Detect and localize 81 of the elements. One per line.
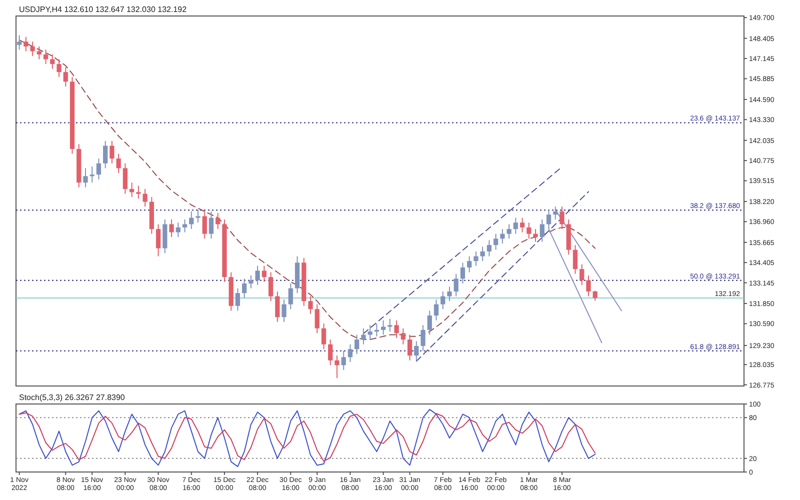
candlestick: [474, 250, 478, 266]
candlestick: [248, 274, 254, 289]
candlestick: [156, 224, 161, 257]
candlestick: [90, 166, 94, 184]
candlestick: [208, 210, 214, 240]
candlestick: [586, 274, 591, 297]
candlestick: [321, 323, 326, 350]
candlestick: [400, 328, 406, 345]
candlestick: [63, 66, 68, 87]
candlestick: [414, 340, 419, 361]
candlestick: [196, 209, 200, 224]
candlestick: [368, 324, 372, 340]
candlestick: [182, 218, 188, 233]
candlestick: [580, 264, 584, 286]
candlestick: [43, 49, 48, 65]
candlestick: [103, 140, 108, 169]
candlestick: [50, 54, 55, 70]
candlestick: [572, 244, 578, 274]
candlestick: [235, 288, 240, 312]
line-series: [18, 412, 596, 462]
candlestick: [314, 304, 320, 334]
candlestick: [434, 299, 439, 321]
candlestick: [374, 323, 380, 337]
candlestick: [520, 217, 525, 233]
candlestick: [540, 218, 544, 242]
candlestick: [420, 324, 426, 352]
candlestick: [110, 140, 114, 164]
candlestick: [202, 210, 207, 240]
candlestick: [176, 222, 180, 238]
candlestick: [36, 46, 42, 60]
candlestick: [142, 188, 148, 208]
candlestick: [533, 228, 538, 242]
candlestick: [308, 296, 313, 314]
candlestick: [341, 350, 346, 370]
candlestick: [506, 224, 512, 240]
candlestick: [116, 153, 121, 174]
candlestick: [334, 355, 340, 378]
candlestick: [348, 344, 353, 362]
candlestick: [354, 334, 360, 354]
candlestick: [16, 34, 22, 50]
candlestick: [216, 212, 220, 230]
candlestick: [526, 222, 532, 240]
candlestick: [83, 168, 88, 188]
line-series: [18, 408, 596, 468]
chart-title: Stoch(5,3,3) 26.3267 27.8390: [19, 393, 126, 402]
candlestick: [96, 158, 102, 180]
candlestick: [427, 310, 432, 336]
candlestick: [467, 256, 472, 273]
candlestick: [486, 240, 492, 257]
candlestick: [130, 182, 134, 198]
candlestick: [361, 328, 366, 345]
candlestick: [394, 320, 399, 338]
candlestick: [255, 265, 260, 286]
candlestick: [513, 217, 518, 234]
candlestick: [122, 162, 128, 194]
candlestick: [288, 282, 293, 310]
candlestick: [282, 299, 286, 322]
candlestick: [136, 185, 141, 200]
candlestick: [480, 246, 485, 262]
candlestick: [447, 286, 452, 302]
candlestick: [440, 291, 446, 310]
candlestick: [560, 206, 564, 230]
candlestick: [169, 218, 174, 238]
candlestick: [268, 272, 274, 302]
candlestick: [500, 228, 505, 244]
candlestick: [275, 291, 280, 322]
candlestick: [24, 36, 28, 52]
candlestick: [592, 290, 598, 302]
candlestick: [189, 210, 194, 230]
chart-title: USDJPY,H4 132.610 132.647 132.030 132.192: [19, 5, 188, 14]
candlestick: [460, 262, 466, 284]
candlestick: [242, 278, 247, 298]
candlestick: [56, 58, 62, 78]
candlestick: [328, 339, 333, 366]
candlestick: [388, 318, 392, 332]
candlestick: [407, 334, 412, 361]
candlestick: [494, 233, 498, 250]
candlestick: [262, 265, 266, 282]
candlestick: [30, 41, 35, 57]
candlestick: [380, 320, 386, 336]
candlestick: [454, 273, 458, 297]
